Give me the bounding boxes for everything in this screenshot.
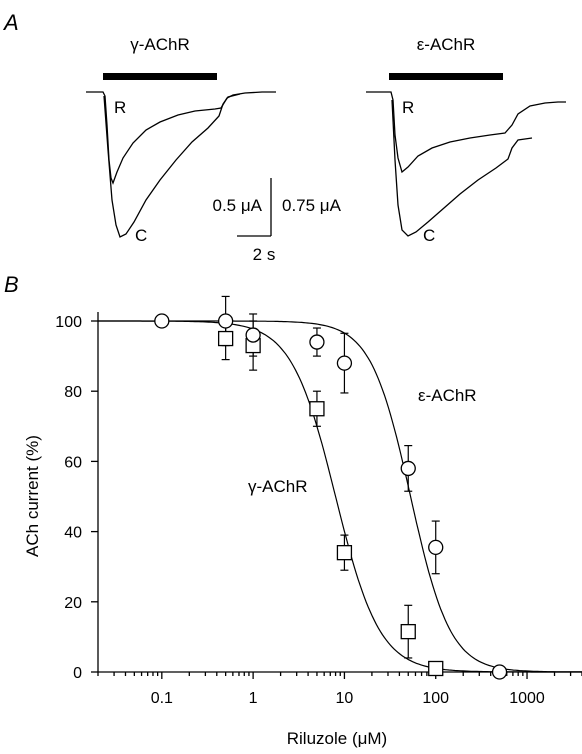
epsilon-label-r: R <box>402 98 414 117</box>
y-axis-title: ACh current (%) <box>23 435 42 557</box>
gamma-trace-control <box>103 93 241 238</box>
data-point-epsilon <box>491 664 508 680</box>
data-point-epsilon <box>245 327 261 343</box>
gamma-label-c: C <box>135 226 147 245</box>
y-tick-label: 40 <box>64 525 82 542</box>
scale-time-label: 2 s <box>253 245 276 264</box>
series-label-gamma: γ-AChR <box>248 477 308 496</box>
x-tick-label: 1000 <box>509 690 545 707</box>
fit-curve-epsilon <box>98 320 582 673</box>
data-point-gamma <box>217 330 234 347</box>
data-point-epsilon <box>428 539 444 556</box>
y-tick-label: 20 <box>64 595 82 612</box>
data-point-gamma <box>428 660 444 677</box>
dose-response-chart: 0 20 40 60 80 100 0.1 1 10 100 1000 <box>55 295 582 707</box>
y-tick-label: 100 <box>55 314 82 331</box>
panel-a-label: A <box>2 10 19 35</box>
series-label-epsilon: ε-AChR <box>418 386 477 405</box>
data-point-epsilon <box>154 313 170 329</box>
x-tick-label: 100 <box>422 690 449 707</box>
gamma-application-bar <box>103 73 217 80</box>
x-tick-label: 10 <box>336 690 354 707</box>
epsilon-trace-title: ε-AChR <box>417 35 476 54</box>
y-tick-label: 60 <box>64 454 82 471</box>
data-point-epsilon <box>309 334 325 350</box>
data-point-epsilon <box>336 355 353 371</box>
data-point-gamma <box>309 401 325 417</box>
data-point-gamma <box>336 545 353 561</box>
scale-bars: 0.5 μA 0.75 μA 2 s <box>213 178 342 264</box>
epsilon-trace-control <box>391 99 533 237</box>
scale-left-label: 0.5 μA <box>213 196 263 215</box>
epsilon-label-c: C <box>423 226 435 245</box>
epsilon-recording: ε-AChR R C <box>366 35 566 245</box>
scale-right-label: 0.75 μA <box>282 196 342 215</box>
fit-curve-gamma <box>98 320 582 673</box>
gamma-label-r: R <box>114 98 126 117</box>
y-tick-label: 80 <box>64 384 82 401</box>
panel-b-label: B <box>4 272 19 297</box>
data-point-gamma <box>400 623 416 640</box>
data-point-epsilon <box>400 460 416 477</box>
x-axis-title: Riluzole (μM) <box>287 729 387 748</box>
x-tick-label: 0.1 <box>151 690 173 707</box>
data-point-epsilon <box>217 313 234 329</box>
gamma-recording: γ-AChR R C <box>86 35 276 245</box>
epsilon-application-bar <box>389 73 503 80</box>
x-tick-label: 1 <box>249 690 258 707</box>
gamma-trace-title: γ-AChR <box>130 35 190 54</box>
y-tick-label: 0 <box>73 665 82 682</box>
epsilon-trace-riluzole <box>366 91 566 174</box>
